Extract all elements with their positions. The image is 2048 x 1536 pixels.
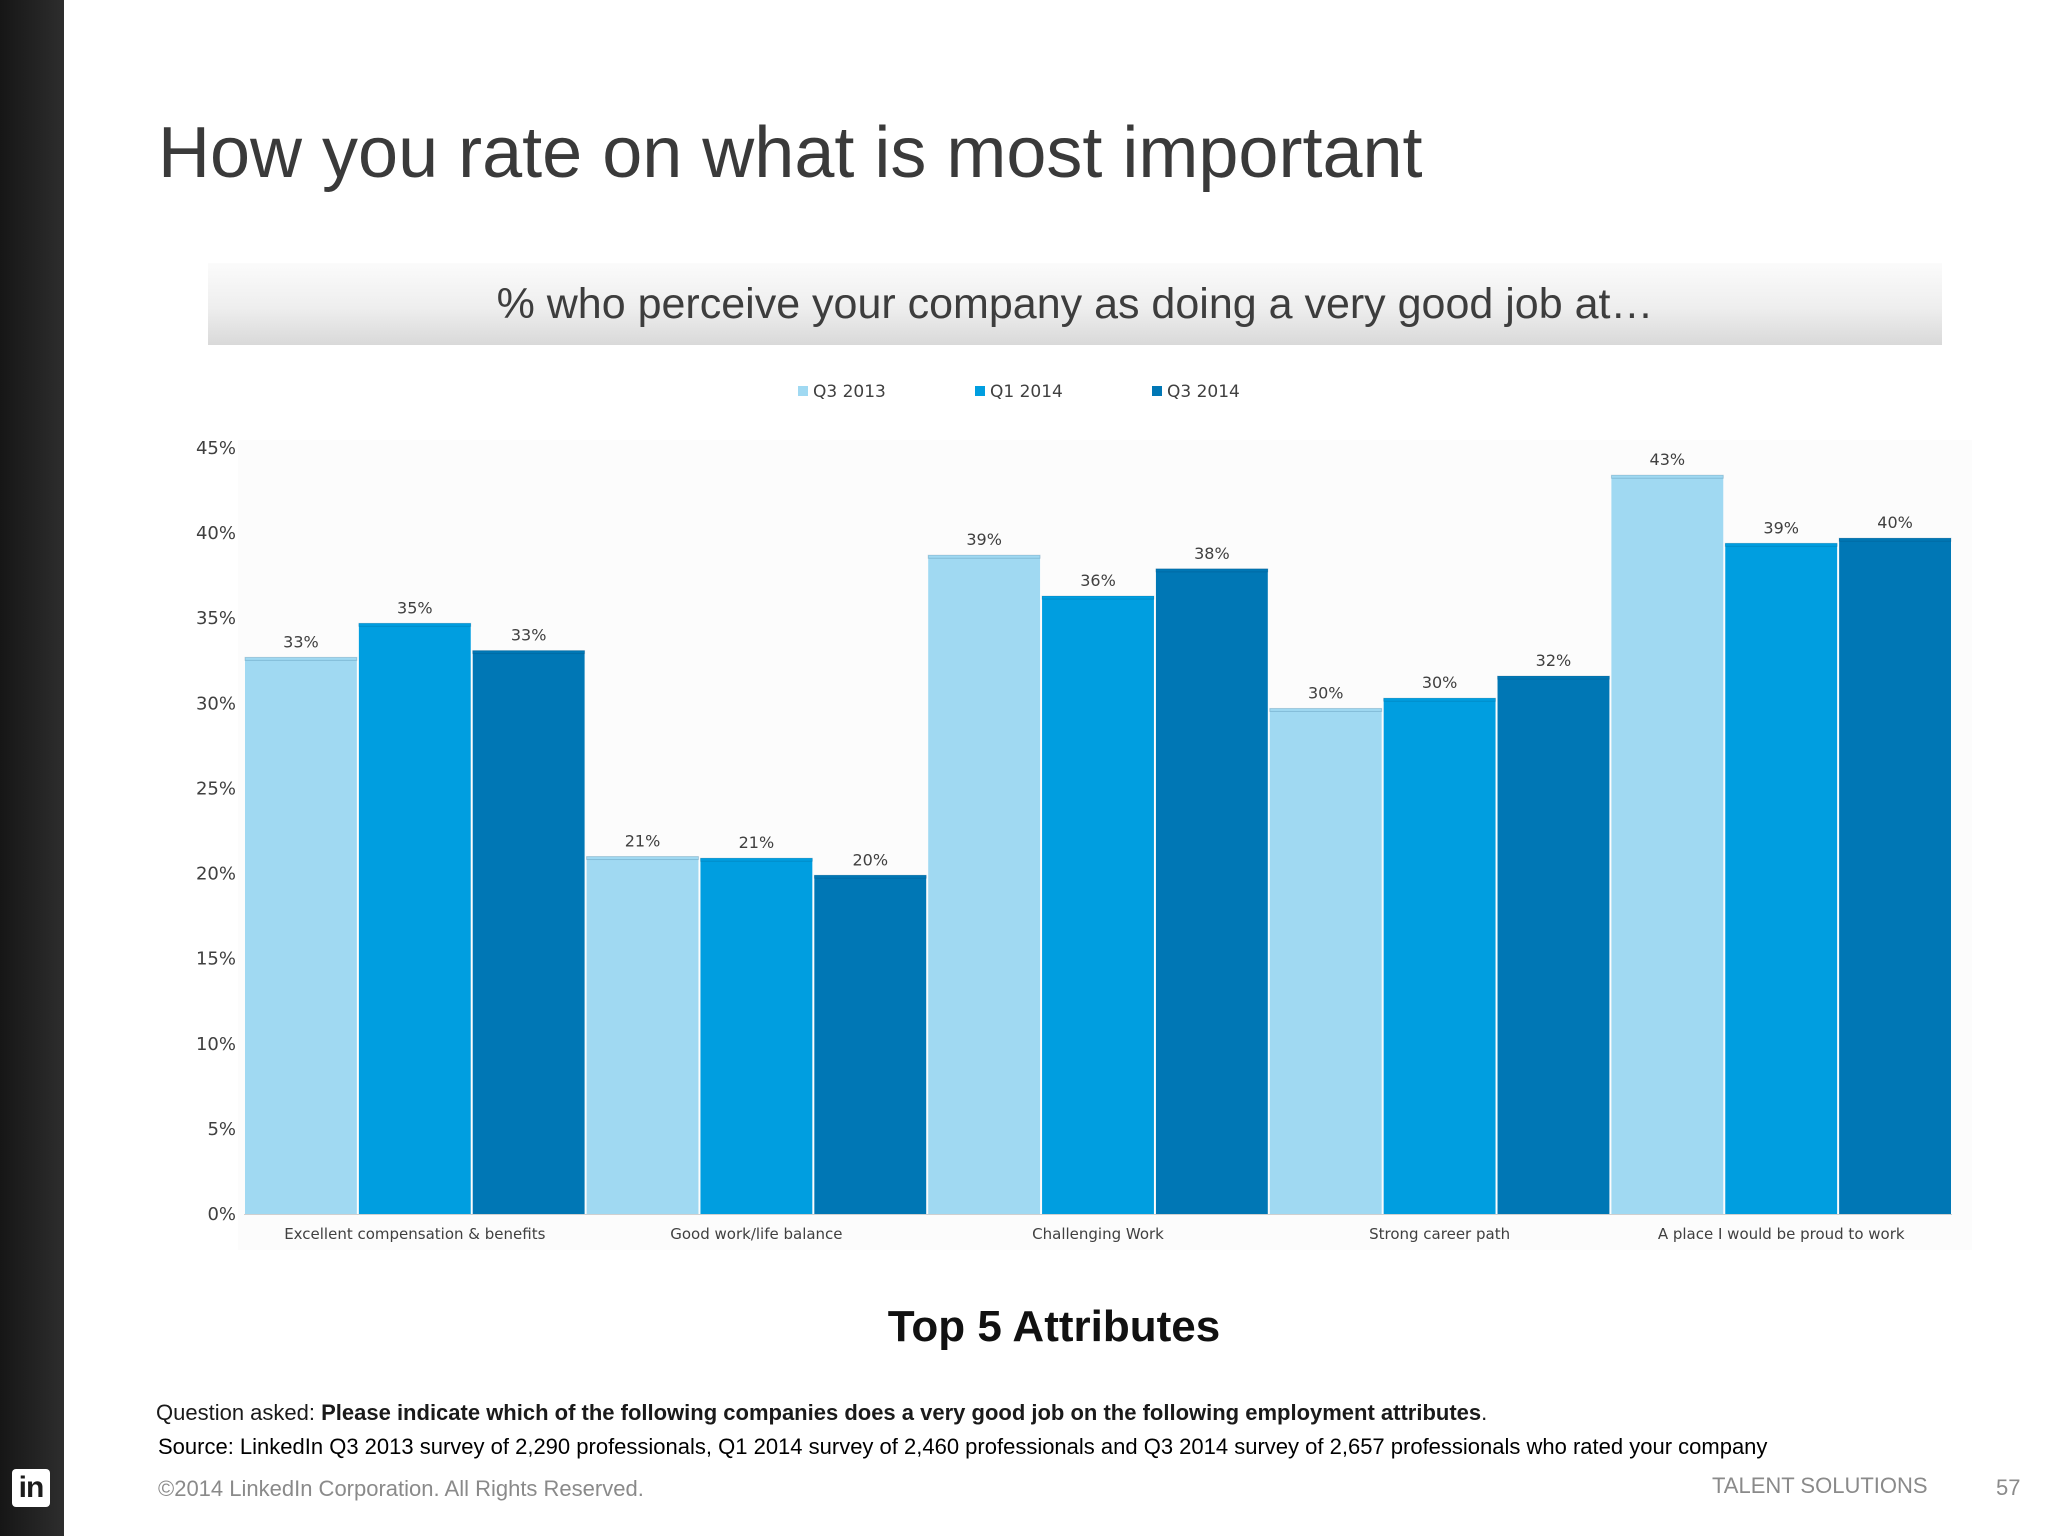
bar <box>1155 568 1268 1214</box>
y-tick-label: 45% <box>196 438 236 459</box>
y-tick-label: 20% <box>196 864 236 885</box>
y-tick-label: 5% <box>207 1119 236 1140</box>
bar <box>814 875 927 1214</box>
legend-label: Q3 2013 <box>813 382 886 402</box>
bar <box>700 858 813 1214</box>
bar <box>928 555 1041 1214</box>
bar-top-edge <box>244 656 358 661</box>
bar <box>1497 676 1610 1214</box>
y-tick-label: 40% <box>196 523 236 544</box>
question-text: Please indicate which of the following c… <box>321 1400 1482 1425</box>
brand-text: TALENT SOLUTIONS <box>1712 1473 1928 1498</box>
y-tick-label: 10% <box>196 1034 236 1055</box>
bar <box>1611 475 1724 1214</box>
legend-label: Q1 2014 <box>990 382 1063 402</box>
bar <box>1269 708 1382 1214</box>
bar-top-edge <box>1269 707 1383 712</box>
data-label: 21% <box>625 832 661 851</box>
bar <box>1042 596 1154 1214</box>
subtitle-text: % who perceive your company as doing a v… <box>496 279 1654 328</box>
bar-top-edge <box>813 874 927 879</box>
bar-top-edge <box>1497 675 1610 680</box>
y-tick-label: 25% <box>196 778 236 799</box>
bar <box>245 657 357 1214</box>
data-label: 40% <box>1877 513 1913 532</box>
data-label: 30% <box>1422 673 1458 692</box>
bar <box>586 856 699 1214</box>
y-tick-label: 0% <box>207 1204 236 1225</box>
legend-swatch <box>975 386 985 396</box>
data-label: 21% <box>739 833 775 852</box>
bar <box>1839 538 1951 1214</box>
chart-legend: Q3 2013 Q1 2014 Q3 2014 <box>798 382 1240 402</box>
data-label: 33% <box>283 632 319 651</box>
bar <box>1725 543 1838 1214</box>
data-label: 33% <box>511 626 547 645</box>
bar-top-edge <box>1724 542 1838 547</box>
y-tick-label: 30% <box>196 693 236 714</box>
x-axis: Excellent compensation & benefits Good wo… <box>244 1214 1952 1243</box>
y-tick-label: 15% <box>196 949 236 970</box>
data-label: 39% <box>1763 518 1799 537</box>
x-tick-label: Good work/life balance <box>670 1225 842 1243</box>
legend-swatch <box>1152 386 1162 396</box>
x-tick-label: A place I would be proud to work <box>1658 1225 1905 1243</box>
data-label: 39% <box>966 530 1002 549</box>
bar <box>358 623 471 1214</box>
question-note: Question asked: Please indicate which of… <box>156 1400 1488 1425</box>
y-axis: 0% 5% 10% 15% 20% 25% 30% 35% 40% 45% <box>196 438 236 1225</box>
linkedin-logo-icon: in <box>12 1469 50 1507</box>
copyright-text: ©2014 LinkedIn Corporation. All Rights R… <box>158 1476 644 1501</box>
chart-caption: Top 5 Attributes <box>887 1302 1221 1351</box>
data-label: 43% <box>1650 450 1686 469</box>
slide-title: How you rate on what is most important <box>158 113 1423 193</box>
x-tick-label: Strong career path <box>1369 1225 1510 1243</box>
bar-top-edge <box>358 622 472 627</box>
data-label: 38% <box>1194 544 1230 563</box>
x-tick-label: Excellent compensation & benefits <box>284 1225 545 1243</box>
data-label: 20% <box>852 850 888 869</box>
bar <box>472 650 585 1214</box>
source-note: Source: LinkedIn Q3 2013 survey of 2,290… <box>158 1434 1768 1459</box>
bar-top-edge <box>472 650 586 655</box>
data-label: 36% <box>1080 571 1116 590</box>
bar-top-edge <box>1155 568 1269 573</box>
bar-top-edge <box>1041 595 1155 600</box>
bar-top-edge <box>586 856 699 861</box>
bar-top-edge <box>1383 697 1497 702</box>
bar <box>1383 698 1496 1214</box>
bar-top-edge <box>927 554 1041 559</box>
page-number: 57 <box>1996 1475 2021 1500</box>
bar-series: 33% 35% 33% 21% 21% 20% 39% 36% 38% 30% 30% 32% 43% 3… <box>244 450 1952 1214</box>
subtitle-banner: % who perceive your company as doing a v… <box>208 263 1942 345</box>
y-tick-label: 35% <box>196 608 236 629</box>
sidebar-bar: in <box>0 0 64 1536</box>
data-label: 35% <box>397 598 433 617</box>
legend-swatch <box>798 386 808 396</box>
x-tick-label: Challenging Work <box>1032 1225 1164 1243</box>
bar-top-edge <box>1610 474 1724 479</box>
data-label: 30% <box>1308 683 1344 702</box>
bar-top-edge <box>1838 537 1952 542</box>
data-label: 32% <box>1536 651 1572 670</box>
bar-top-edge <box>699 857 813 862</box>
legend-label: Q3 2014 <box>1167 382 1240 402</box>
